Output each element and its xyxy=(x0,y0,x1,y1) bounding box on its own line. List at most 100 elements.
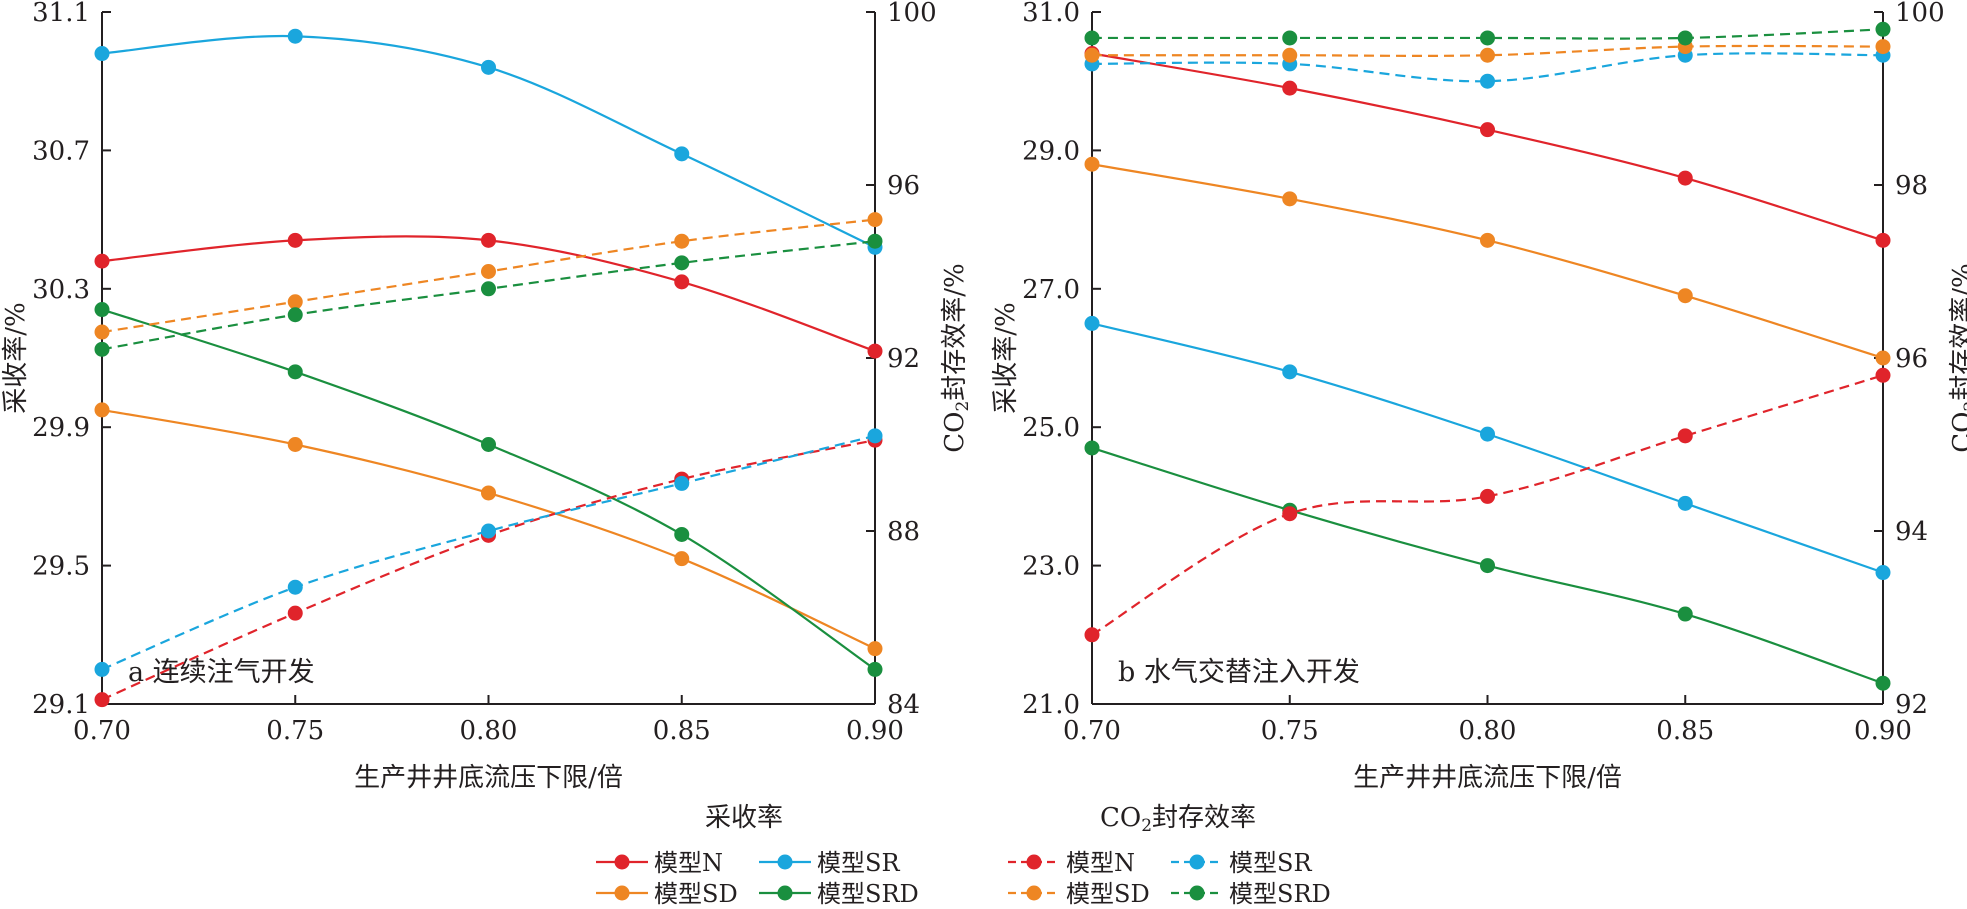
x-tick-label: 0.80 xyxy=(460,716,518,746)
data-point xyxy=(94,341,110,357)
series-recovery-模型SRD xyxy=(94,302,883,677)
data-point xyxy=(94,302,110,318)
data-point xyxy=(287,232,303,248)
y-tick-label-right: 96 xyxy=(1895,344,1928,374)
data-point xyxy=(1677,30,1693,46)
x-tick-label: 0.75 xyxy=(266,716,324,746)
data-point xyxy=(481,485,496,501)
x-tick-label: 0.90 xyxy=(846,716,904,746)
data-point xyxy=(1282,30,1298,46)
y-axis-title-right: CO2封存效率/% xyxy=(1948,263,1967,453)
data-point xyxy=(287,307,303,323)
y-tick-label-right: 88 xyxy=(887,517,920,547)
legend-swatch-marker xyxy=(614,854,630,870)
data-point xyxy=(1282,506,1298,522)
legend-item: 模型SD xyxy=(1008,880,1150,908)
y-axis-title-right-main: CO xyxy=(1948,412,1967,453)
series-line xyxy=(1091,374,1884,636)
series-recovery-模型SD xyxy=(1084,156,1891,366)
data-point xyxy=(1084,30,1100,46)
legend-swatch-marker xyxy=(614,885,630,901)
series-line xyxy=(1092,44,1884,57)
legend-label: 模型SR xyxy=(817,849,900,877)
data-point xyxy=(867,343,883,359)
data-point xyxy=(94,324,110,340)
data-point xyxy=(674,274,690,290)
legend-item: 模型N xyxy=(596,849,723,877)
data-point xyxy=(1875,565,1891,581)
y-tick-label-right: 100 xyxy=(1895,0,1945,28)
data-point xyxy=(1480,30,1495,46)
data-point xyxy=(867,661,883,677)
data-point xyxy=(1875,232,1891,248)
data-point xyxy=(1084,315,1100,331)
legend-title-co2-subscript: 2 xyxy=(1141,816,1152,836)
data-point xyxy=(674,255,690,271)
data-point xyxy=(867,233,883,249)
data-point xyxy=(674,233,690,249)
y-tick-label-left: 23.0 xyxy=(1022,552,1080,582)
y-tick-label-left: 21.0 xyxy=(1022,690,1080,720)
y-tick-label-left: 29.5 xyxy=(32,552,90,582)
x-tick-label: 0.90 xyxy=(1854,716,1912,746)
x-axis-title: 生产井井底流压下限/倍 xyxy=(1353,763,1622,793)
y-tick-label-right: 92 xyxy=(887,344,920,374)
data-point xyxy=(94,46,110,62)
y-tick-label-right: 100 xyxy=(887,0,937,28)
legend-title-co2: CO2封存效率 xyxy=(1100,803,1256,836)
y-tick-label-left: 25.0 xyxy=(1022,413,1080,443)
y-tick-label-left: 27.0 xyxy=(1022,275,1080,305)
legend-title-recovery: 采收率 xyxy=(705,803,783,833)
panel-label: a 连续注气开发 xyxy=(128,657,315,688)
data-point xyxy=(1480,488,1495,504)
data-point xyxy=(674,526,690,542)
legend-item: 模型SRD xyxy=(759,880,919,908)
legend-item: 模型SD xyxy=(596,880,738,908)
data-point xyxy=(1480,426,1495,442)
legend-title-co2-rest: 封存效率 xyxy=(1152,803,1256,833)
data-point xyxy=(1875,367,1891,383)
y-axis-title-left: 采收率/% xyxy=(991,302,1021,413)
data-point xyxy=(1480,122,1495,138)
data-point xyxy=(1084,156,1100,172)
x-axis-title: 生产井井底流压下限/倍 xyxy=(354,763,623,793)
data-point xyxy=(1282,47,1298,63)
series-line xyxy=(1091,322,1884,574)
data-point xyxy=(287,605,303,621)
legend-item: 模型N xyxy=(1008,849,1135,877)
legend-swatch-marker xyxy=(777,854,793,870)
data-point xyxy=(287,364,303,380)
series-co2-模型SD xyxy=(1084,39,1891,63)
data-point xyxy=(94,661,110,677)
data-point xyxy=(674,146,690,162)
series-recovery-模型SD xyxy=(94,402,883,657)
data-point xyxy=(94,253,110,269)
series-recovery-模型N xyxy=(94,232,883,359)
y-tick-label-left: 30.3 xyxy=(32,275,90,305)
legend-item: 模型SRD xyxy=(1171,880,1331,908)
legend-label: 模型N xyxy=(654,849,723,877)
legend-label: 模型SD xyxy=(1066,880,1150,908)
legend-item: 模型SR xyxy=(759,849,900,877)
data-point xyxy=(1282,80,1298,96)
data-point xyxy=(1677,495,1693,511)
legend-label: 模型N xyxy=(1066,849,1135,877)
y-tick-label-right: 92 xyxy=(1895,690,1928,720)
y-tick-label-right: 94 xyxy=(1895,517,1928,547)
data-point xyxy=(1084,440,1100,456)
series-recovery-模型SR xyxy=(94,28,883,255)
y-axis-title-right-rest: 封存效率/% xyxy=(940,263,970,400)
data-point xyxy=(1677,288,1693,304)
data-point xyxy=(287,294,303,310)
legend-swatch-marker xyxy=(777,885,793,901)
data-point xyxy=(1480,558,1495,574)
y-tick-label-left: 29.1 xyxy=(32,690,90,720)
y-tick-label-left: 29.9 xyxy=(32,413,90,443)
data-point xyxy=(94,402,110,418)
legend-item: 模型SR xyxy=(1171,849,1312,877)
data-point xyxy=(1677,428,1693,444)
y-axis-title-right-subscript: 2 xyxy=(1961,401,1967,412)
y-tick-label-right: 84 xyxy=(887,690,920,720)
legend-label: 模型SRD xyxy=(817,880,919,908)
